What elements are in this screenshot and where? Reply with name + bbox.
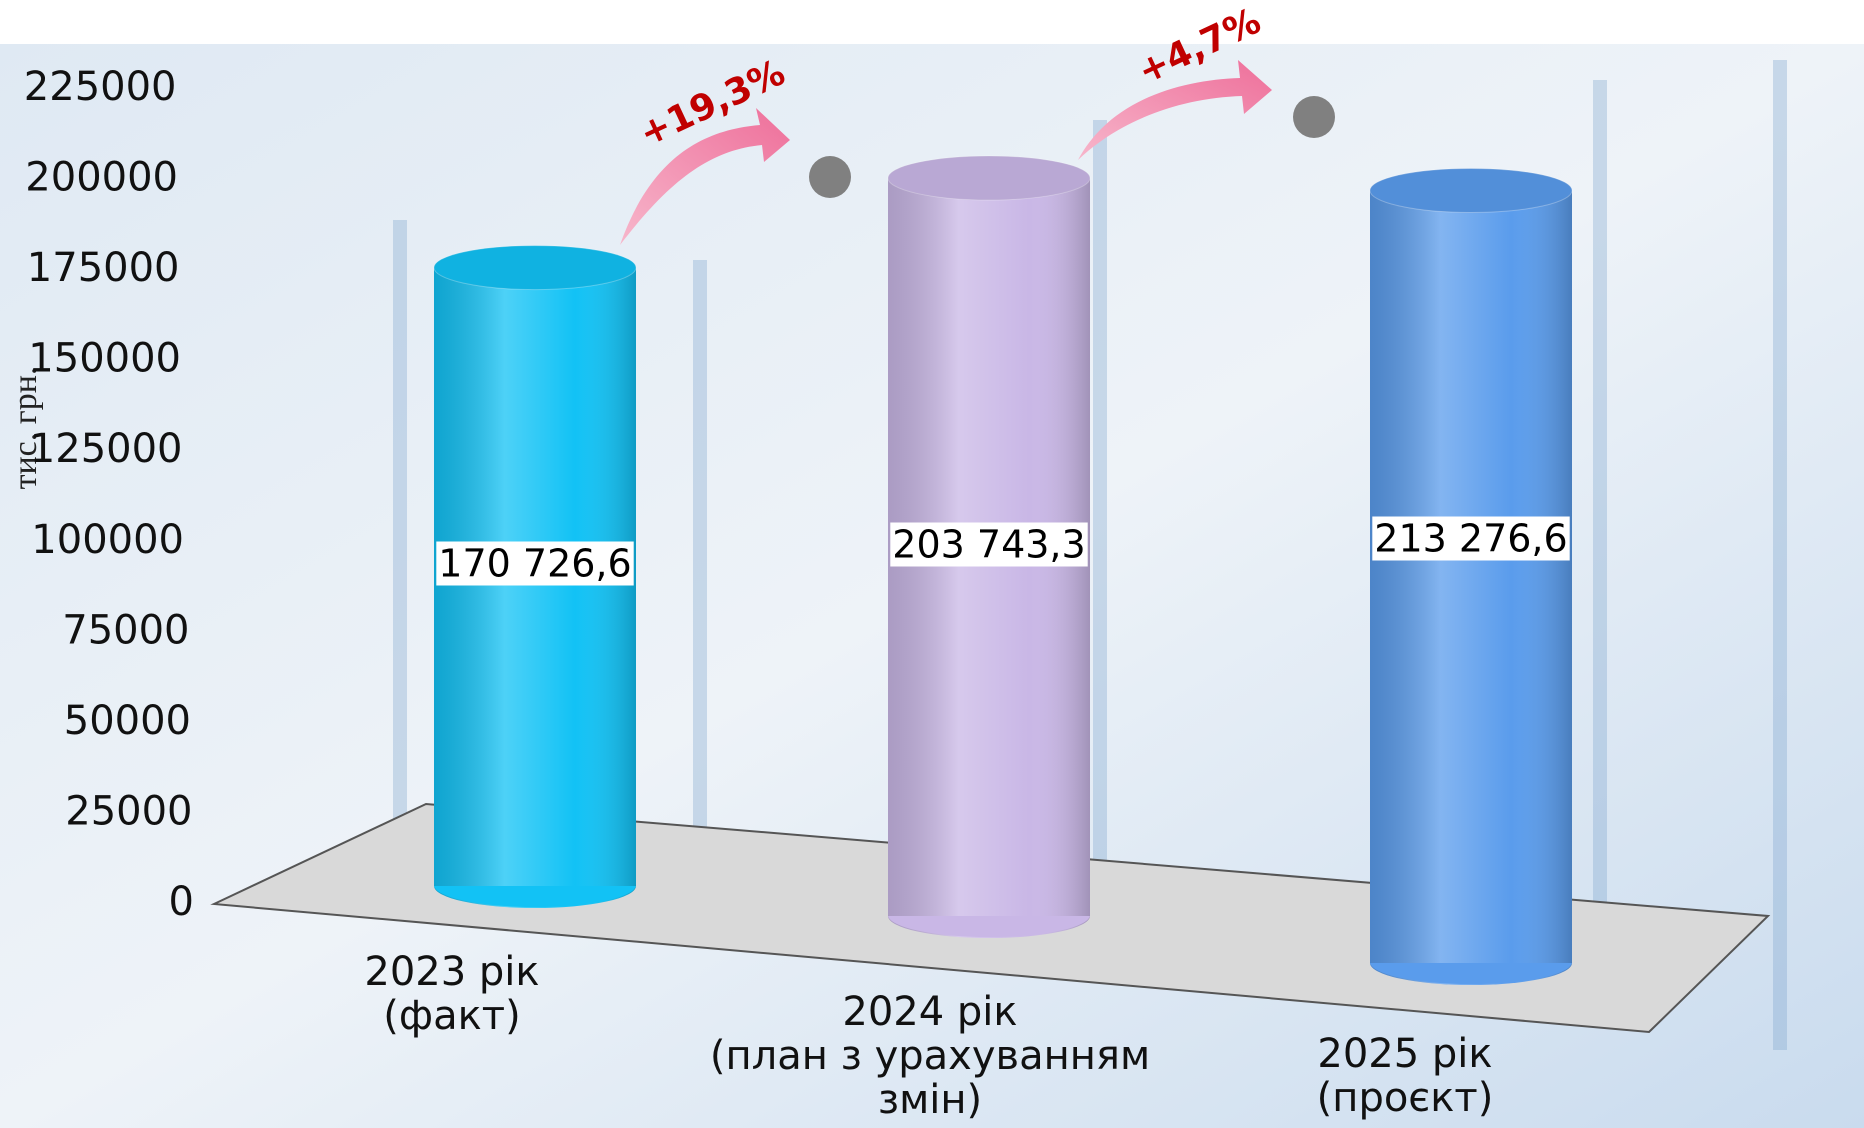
arrow bbox=[1078, 60, 1272, 160]
y-tick-label: 25000 bbox=[65, 788, 192, 834]
value-label: 170 726,6 bbox=[438, 542, 631, 586]
cylinder-top-shade bbox=[434, 245, 636, 290]
cylinder-top-shade bbox=[888, 155, 1090, 200]
y-tick-label: 125000 bbox=[30, 426, 183, 472]
shading bbox=[1370, 190, 1572, 963]
y-tick-label: 225000 bbox=[24, 64, 177, 110]
x-tick-label: 2025 рік (проєкт) bbox=[1316, 1031, 1494, 1121]
y-axis-label: тис. грн. bbox=[7, 367, 44, 490]
value-label: 213 276,6 bbox=[1374, 517, 1567, 561]
y-tick-label: 0 bbox=[169, 879, 194, 925]
y-tick-label: 75000 bbox=[62, 607, 189, 653]
y-tick-label: 200000 bbox=[25, 155, 178, 201]
x-tick-label: 2024 рік (план з урахуванням змін) bbox=[709, 989, 1151, 1123]
cylinder-top bbox=[887, 155, 1091, 201]
cylinder-top bbox=[433, 245, 637, 291]
x-tick-label: 2023 рік (факт) bbox=[364, 949, 540, 1039]
value-label: 203 743,3 bbox=[892, 523, 1085, 567]
y-tick-label: 150000 bbox=[28, 336, 181, 382]
cylinder-top-shade bbox=[1370, 168, 1572, 213]
dot bbox=[809, 156, 851, 198]
y-tick-label: 50000 bbox=[64, 698, 191, 744]
value-label-bg bbox=[1372, 516, 1570, 561]
decor bbox=[393, 60, 1787, 1050]
cylinder-top bbox=[1369, 167, 1573, 213]
arrow bbox=[620, 108, 790, 245]
cylinder bbox=[1369, 167, 1573, 985]
y-tick-label: 100000 bbox=[31, 517, 184, 563]
dot bbox=[1293, 96, 1335, 138]
value-label-bg bbox=[890, 522, 1088, 567]
y-tick-label: 175000 bbox=[27, 245, 180, 291]
value-label-bg bbox=[436, 541, 634, 586]
